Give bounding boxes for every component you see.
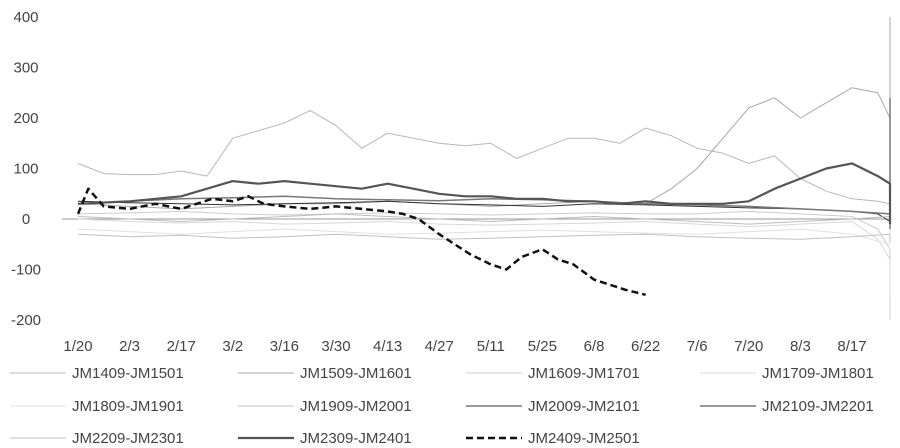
- legend-item: JM1509-JM1601: [238, 365, 412, 382]
- legend-item: JM1909-JM2001: [238, 398, 412, 415]
- series-line-jm1509-jm1601: [77, 17, 891, 210]
- x-tick-label: 8/3: [790, 338, 811, 355]
- x-tick-label: 7/6: [687, 338, 708, 355]
- x-tick-label: 3/2: [222, 338, 243, 355]
- legend-item: JM2209-JM2301: [10, 430, 184, 447]
- legend-label: JM2109-JM2201: [762, 398, 874, 415]
- legend-item: JM2009-JM2101: [466, 398, 640, 415]
- x-tick-label: 2/3: [119, 338, 140, 355]
- legend-item: JM2309-JM2401: [238, 430, 412, 447]
- series-line-jm2309-jm2401: [77, 162, 892, 225]
- y-tick-label: 300: [13, 60, 38, 77]
- y-tick-label: -200: [11, 312, 41, 329]
- series-line-jm1409-jm1501: [77, 109, 891, 219]
- x-tick-label: 6/22: [631, 338, 660, 355]
- legend-label: JM2409-JM2501: [528, 430, 640, 447]
- x-tick-label: 5/11: [477, 338, 505, 355]
- x-tick-label: 5/25: [528, 338, 557, 355]
- y-tick-label: -100: [11, 262, 41, 279]
- legend-item: JM2109-JM2201: [700, 398, 874, 415]
- x-tick-label: 7/20: [734, 338, 763, 355]
- legend-label: JM1709-JM1801: [762, 365, 874, 382]
- x-tick-label: 3/30: [321, 338, 350, 355]
- y-axis: -200 -100 0 100 200 300 400: [11, 9, 41, 329]
- series-line-jm1709-jm1801: [77, 218, 891, 296]
- x-tick-label: 4/27: [425, 338, 454, 355]
- series-line-jm2209-jm2301: [77, 213, 891, 225]
- legend-label: JM1409-JM1501: [72, 365, 184, 382]
- y-tick-label: 200: [13, 110, 38, 127]
- legend-label: JM1909-JM2001: [300, 398, 412, 415]
- x-tick-label: 6/8: [584, 338, 605, 355]
- legend-label: JM2209-JM2301: [72, 430, 184, 447]
- x-axis: 1/20 2/3 2/17 3/2 3/16 3/30 4/13 4/27 5/11 5/25 6/…: [63, 338, 866, 355]
- series-line-jm1809-jm1901: [77, 168, 891, 245]
- legend-item: JM2409-JM2501: [466, 430, 640, 447]
- y-tick-label: 400: [13, 9, 38, 26]
- series-line-jm1609-jm1701: [77, 210, 891, 320]
- x-tick-label: 1/20: [63, 338, 92, 355]
- legend-label: JM2309-JM2401: [300, 430, 412, 447]
- legend-label: JM1809-JM1901: [72, 398, 184, 415]
- x-tick-label: 4/13: [373, 338, 402, 355]
- series-line-jm1909-jm2001: [77, 233, 891, 242]
- legend-item: JM1709-JM1801: [700, 365, 874, 382]
- legend-item: JM1609-JM1701: [466, 365, 640, 382]
- y-tick-label: 100: [13, 161, 38, 178]
- series-line-jm2109-jm2201: [77, 97, 891, 218]
- series-layer: [76, 17, 892, 320]
- x-tick-label: 2/17: [167, 338, 196, 355]
- x-tick-label: 3/16: [270, 338, 299, 355]
- legend: JM1409-JM1501 JM1509-JM1601 JM1609-JM1701 J…: [10, 365, 874, 447]
- legend-label: JM1509-JM1601: [300, 365, 412, 382]
- legend-label: JM2009-JM2101: [528, 398, 640, 415]
- legend-item: JM1809-JM1901: [10, 398, 184, 415]
- legend-label: JM1609-JM1701: [528, 365, 640, 382]
- series-line-jm2409-jm2501: [76, 187, 646, 297]
- y-tick-label: 0: [22, 211, 30, 228]
- series-line-jm2009-jm2101: [77, 200, 891, 230]
- x-tick-label: 8/17: [837, 338, 866, 355]
- legend-item: JM1409-JM1501: [10, 365, 184, 382]
